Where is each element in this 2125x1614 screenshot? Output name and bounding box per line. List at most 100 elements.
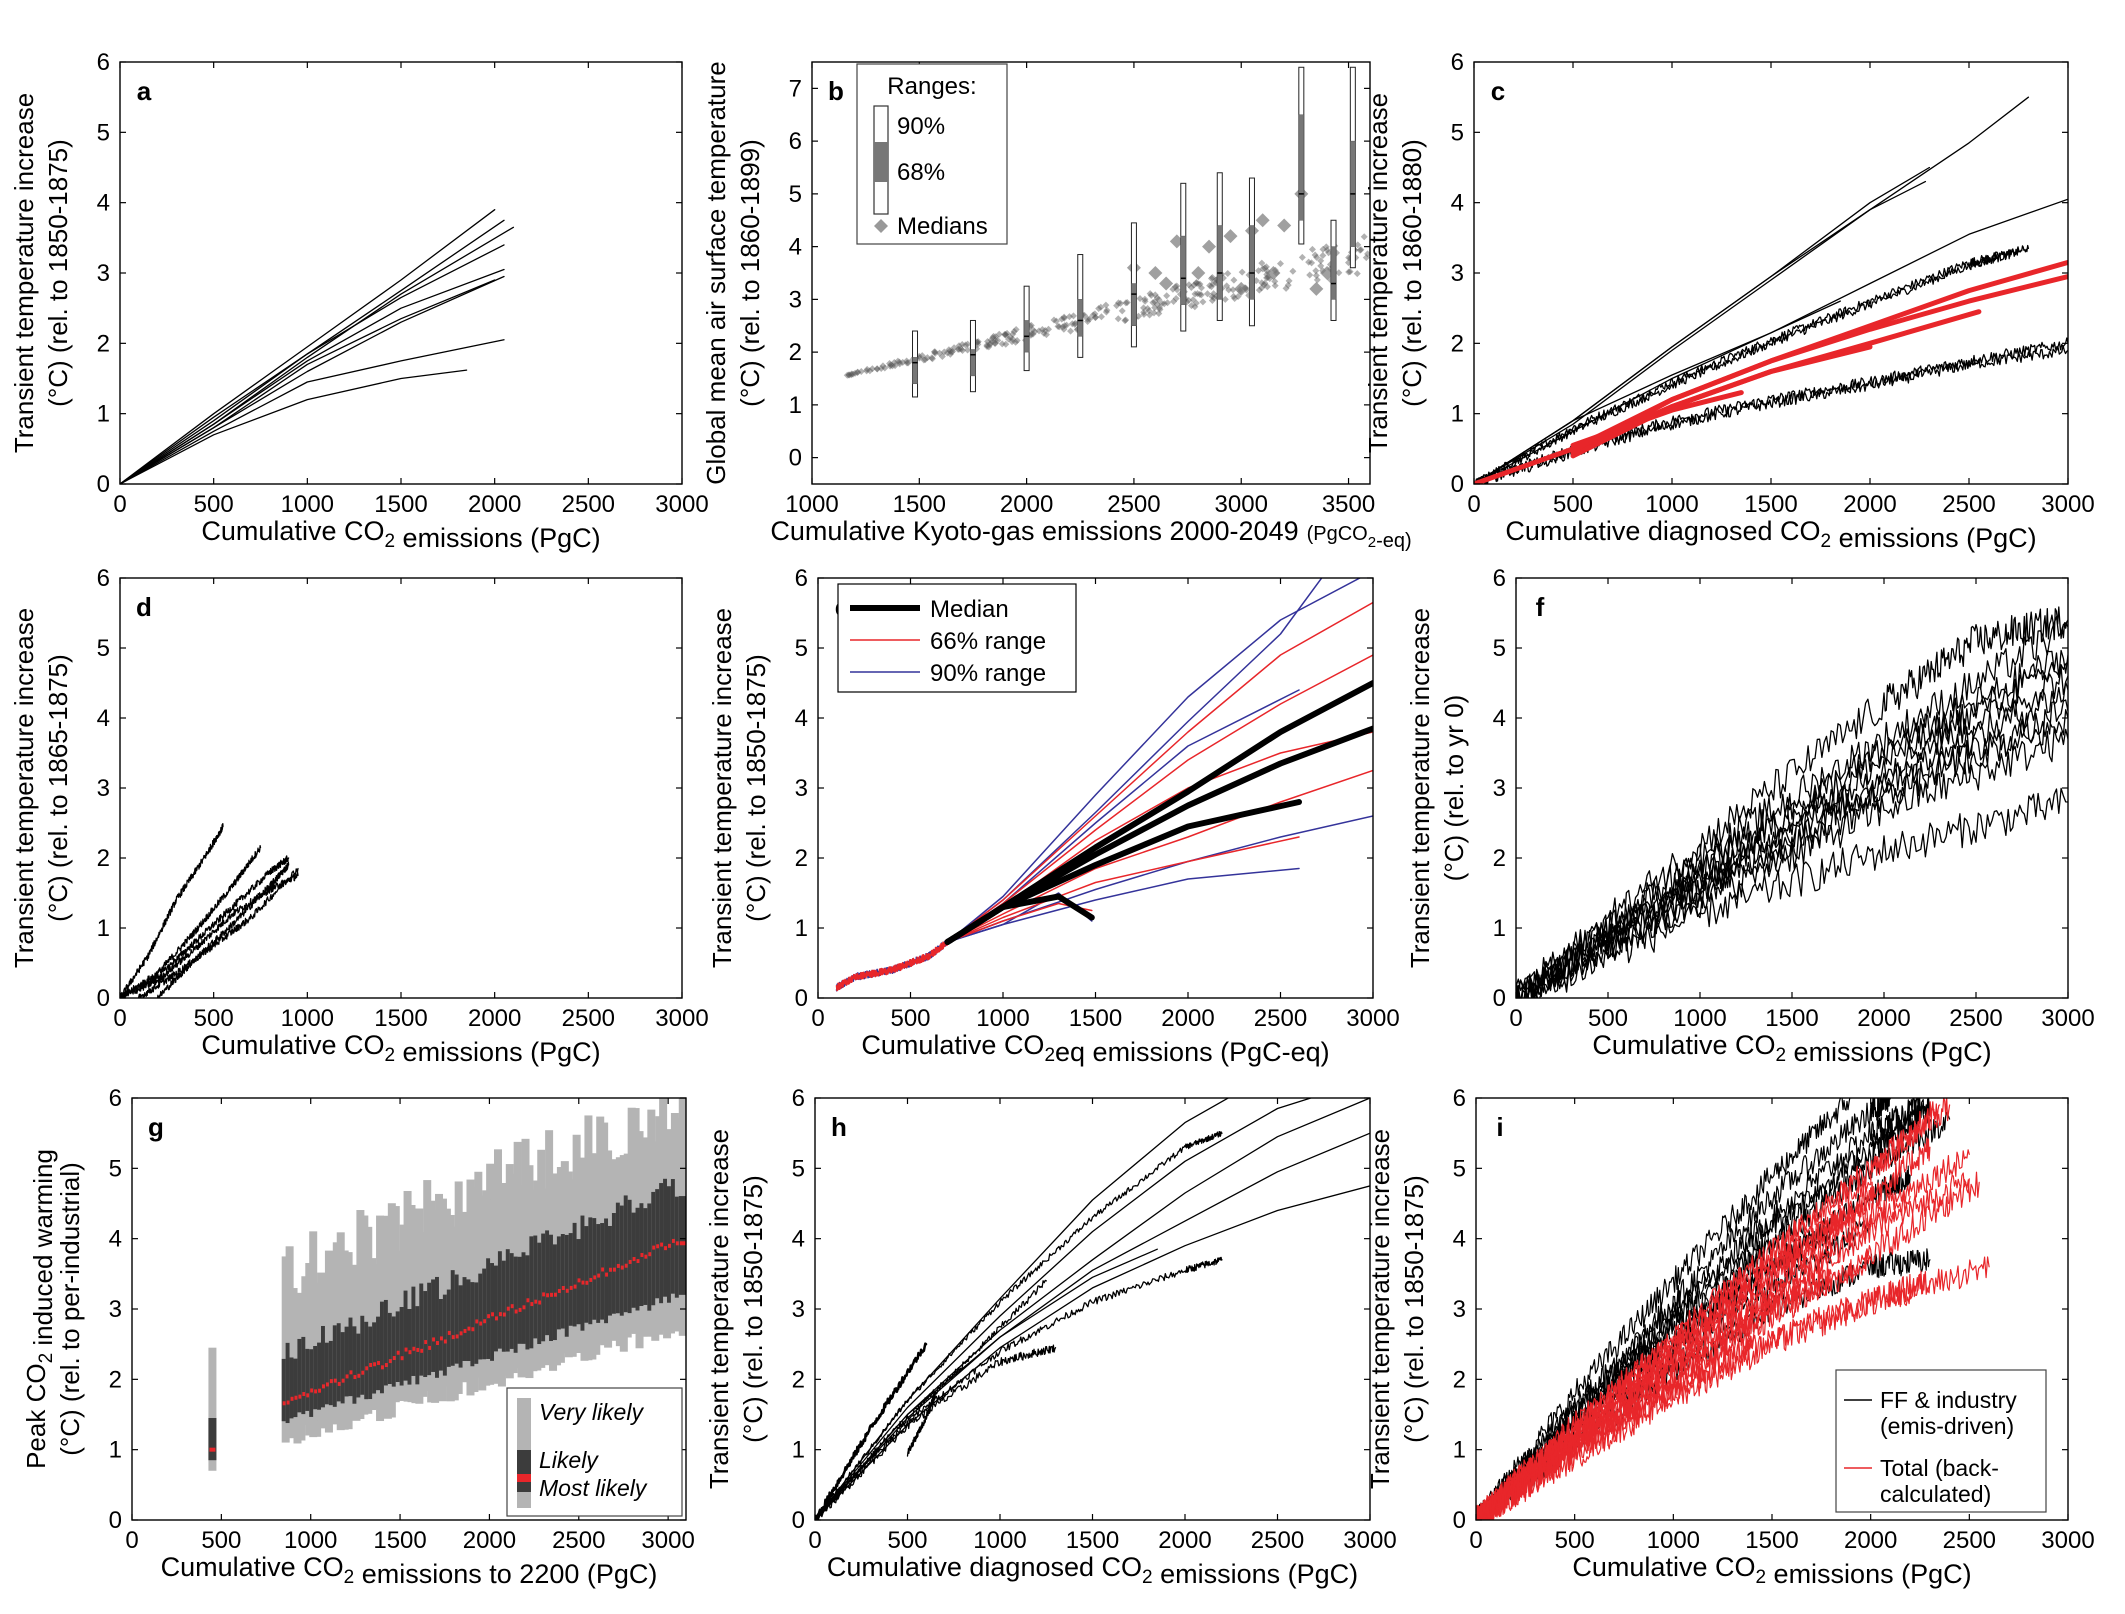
series-line-7 xyxy=(815,1256,1223,1520)
scatter-point xyxy=(1169,285,1177,293)
scatter-point xyxy=(1221,295,1229,303)
scatter-point xyxy=(851,369,859,377)
x-tick-label: 500 xyxy=(1588,1005,1628,1032)
series-line-5 xyxy=(815,1130,1223,1520)
y-tick-label: 6 xyxy=(792,1085,805,1112)
scatter-point xyxy=(1260,281,1268,289)
scatter-point xyxy=(887,361,895,369)
scatter-point xyxy=(1114,315,1122,323)
scatter-point xyxy=(894,357,902,365)
y-tick-label: 4 xyxy=(97,190,110,217)
plot-area xyxy=(835,578,1373,992)
y-tick-label: 3 xyxy=(792,1296,805,1323)
chart-panel-h: 0 500 1000 1500 2000 2500 3000 0 1 2 3 4 5 6h Cumulati… xyxy=(704,1085,1397,1589)
scatter-point xyxy=(853,369,861,377)
median-marker xyxy=(1309,281,1324,296)
panel-letter: h xyxy=(831,1112,847,1142)
x-tick-label: 0 xyxy=(113,491,126,518)
x-tick-label: 2000 xyxy=(1000,491,1053,518)
scatter-point xyxy=(891,362,899,370)
scatter-point xyxy=(895,358,903,366)
scatter-point xyxy=(903,357,911,365)
x-axis-label: Cumulative Kyoto-gas emissions 2000-2049… xyxy=(770,516,1411,552)
x-tick-label: 500 xyxy=(194,491,234,518)
scatter-point xyxy=(843,371,851,379)
y-axis-label: Transient temperature increase xyxy=(704,1129,734,1489)
scatter-point xyxy=(946,347,954,355)
median-marker xyxy=(1223,229,1238,244)
series-line-8 xyxy=(1516,709,2068,998)
x-tick-label: 3000 xyxy=(2041,1527,2094,1554)
scatter-point xyxy=(991,339,999,347)
series-line-5 xyxy=(1474,247,2020,484)
scatter-point xyxy=(962,341,970,349)
scatter-point xyxy=(1199,298,1207,306)
likely-bar xyxy=(678,1196,686,1295)
scatter-point xyxy=(1192,299,1200,307)
legend-label: 90% xyxy=(897,113,945,140)
scatter-point xyxy=(983,341,991,349)
scatter-point xyxy=(984,337,992,345)
x-tick-label: 1500 xyxy=(374,491,427,518)
x-tick-label: 1000 xyxy=(976,1005,1029,1032)
y-axis-label: (°C) (rel. to 1850-1875) xyxy=(43,139,73,407)
scatter-point xyxy=(1141,295,1149,303)
series-line-1 xyxy=(835,939,949,992)
y-axis-label: Transient temperature increase xyxy=(1363,93,1393,453)
scatter-point xyxy=(1144,304,1152,312)
series-line-11 xyxy=(946,769,1373,943)
scatter-point xyxy=(957,345,965,353)
y-tick-label: 0 xyxy=(1451,471,1464,498)
plot-frame xyxy=(814,1097,1371,1521)
scatter-point xyxy=(845,371,853,379)
series-line-0 xyxy=(1474,96,2030,484)
scatter-point xyxy=(1261,279,1269,287)
scatter-point xyxy=(955,345,963,353)
range-68-bar xyxy=(1249,225,1255,300)
y-tick-label: 2 xyxy=(97,845,110,872)
scatter-point xyxy=(1001,331,1009,339)
median-marker xyxy=(1159,276,1174,291)
y-tick-label: 3 xyxy=(789,286,802,313)
scatter-point xyxy=(1050,316,1058,324)
x-tick-label: 3000 xyxy=(655,491,708,518)
y-axis-label: (°C) (rel. to 1865-1875) xyxy=(43,654,73,922)
legend-box xyxy=(506,1387,683,1517)
y-tick-label: 5 xyxy=(1451,119,1464,146)
series-line-8 xyxy=(1474,345,2068,484)
series-line-23 xyxy=(1476,1185,1872,1520)
scatter-point xyxy=(991,339,999,347)
chart-panel-b: 1000 1500 2000 2500 3000 3500 0 1 2 3 4 5 6 7 b Cumulat… xyxy=(701,61,1412,552)
series-line-8 xyxy=(120,369,468,484)
scatter-point xyxy=(923,354,931,362)
scatter-point xyxy=(889,362,897,370)
chart-panel-c: 0 500 1000 1500 2000 2500 3000 0 1 2 3 4 5 6c Cumulati… xyxy=(1363,49,2095,553)
scatter-point xyxy=(1191,290,1199,298)
chart-panel-d: 0 500 1000 1500 2000 2500 3000 0 1 2 3 4 5 6d Cumulati… xyxy=(9,565,709,1067)
legend-label: Median xyxy=(930,596,1009,623)
scatter-point xyxy=(1102,301,1110,309)
series-line-9 xyxy=(815,1279,1047,1520)
scatter-point xyxy=(1118,307,1126,315)
legend-label: Most likely xyxy=(539,1475,648,1501)
scatter-point xyxy=(1067,327,1075,335)
x-tick-label: 1000 xyxy=(973,1527,1026,1554)
scatter-point xyxy=(1086,315,1094,323)
y-tick-label: 6 xyxy=(789,128,802,155)
scatter-point xyxy=(1210,294,1218,302)
scatter-point xyxy=(1196,280,1204,288)
x-axis-label: Cumulative CO2 emissions (PgC) xyxy=(201,516,600,553)
scatter-point xyxy=(1084,317,1092,325)
scatter-point xyxy=(1312,267,1320,275)
scatter-point xyxy=(1192,278,1200,286)
scatter-point xyxy=(904,359,912,367)
scatter-point xyxy=(1261,264,1269,272)
x-tick-label: 3000 xyxy=(641,1527,694,1554)
scatter-point xyxy=(1189,296,1197,304)
y-tick-label: 2 xyxy=(789,339,802,366)
most-likely-marker xyxy=(679,1241,686,1246)
scatter-point xyxy=(931,349,939,357)
x-tick-label: 1500 xyxy=(893,491,946,518)
range-68-bar xyxy=(1217,225,1223,300)
range-68-bar xyxy=(970,349,976,377)
